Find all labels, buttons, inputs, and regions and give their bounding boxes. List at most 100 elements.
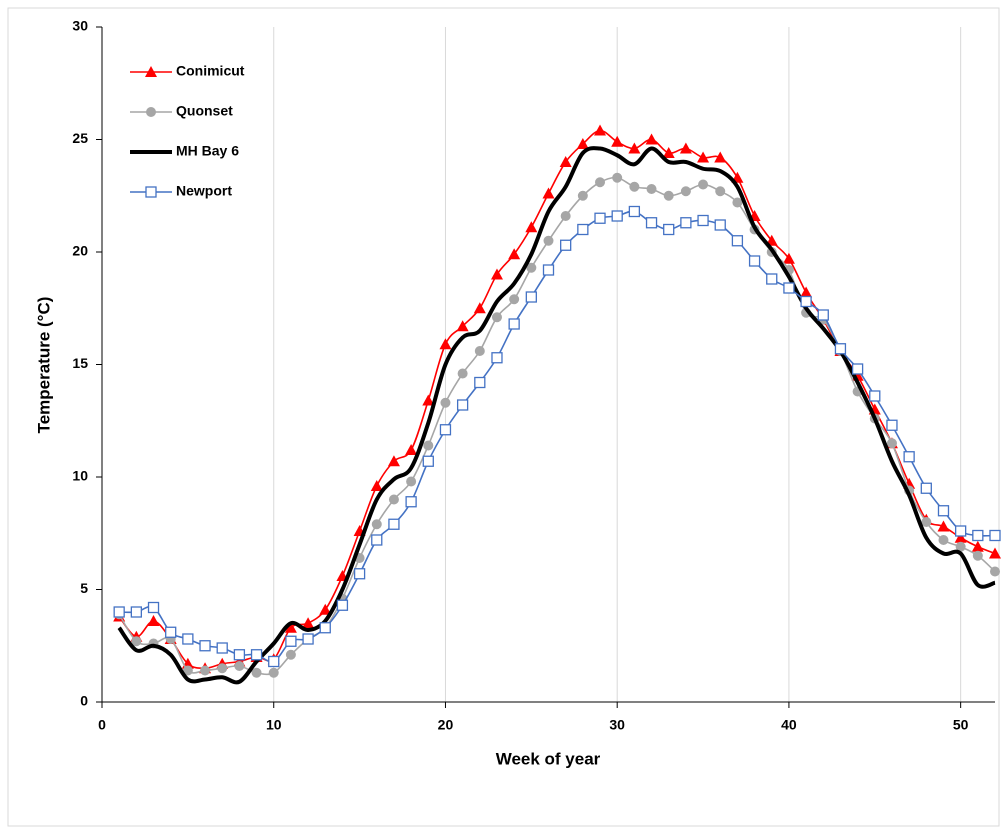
- data-point: [954, 531, 967, 543]
- data-point: [405, 444, 418, 455]
- data-point: [543, 235, 554, 246]
- x-tick-label: 30: [609, 717, 625, 733]
- data-point: [646, 184, 657, 194]
- data-point: [955, 525, 967, 537]
- data-point: [473, 302, 486, 314]
- data-point: [577, 190, 588, 201]
- data-point: [491, 352, 503, 364]
- legend-label: Quonset: [176, 103, 233, 119]
- y-tick-label: 10: [72, 468, 88, 484]
- series-line: [119, 210, 996, 663]
- data-point: [663, 190, 674, 201]
- data-point: [972, 550, 983, 561]
- data-point: [612, 172, 623, 183]
- y-tick-label: 25: [72, 130, 88, 146]
- data-point: [319, 603, 332, 615]
- data-point: [542, 187, 555, 199]
- data-point: [233, 649, 246, 661]
- data-point: [886, 438, 897, 449]
- data-point: [405, 496, 417, 508]
- data-point: [302, 617, 315, 629]
- data-point: [302, 633, 314, 645]
- x-tick-label: 0: [98, 717, 106, 733]
- data-point: [319, 622, 331, 634]
- legend-label: Conimicut: [176, 63, 245, 79]
- data-point: [662, 147, 675, 158]
- data-point: [748, 255, 761, 267]
- data-point: [594, 212, 606, 224]
- data-point: [920, 482, 932, 494]
- data-point: [147, 615, 160, 626]
- data-point: [611, 210, 623, 222]
- data-point: [285, 635, 297, 647]
- legend-marker: [145, 186, 157, 198]
- data-point: [113, 606, 125, 618]
- series-line: [117, 146, 996, 685]
- data-point: [817, 309, 829, 321]
- data-point: [406, 476, 417, 487]
- data-point: [697, 214, 709, 227]
- data-point: [800, 295, 812, 308]
- data-point: [474, 346, 485, 356]
- x-tick-label: 20: [438, 717, 454, 733]
- x-tick-label: 50: [953, 717, 969, 733]
- data-point: [800, 286, 813, 298]
- data-point: [165, 626, 177, 638]
- data-point: [130, 606, 142, 618]
- data-point: [440, 397, 451, 408]
- data-point: [388, 494, 399, 505]
- legend-label: MH Bay 6: [176, 143, 239, 159]
- data-point: [955, 541, 966, 552]
- y-tick-label: 30: [72, 18, 88, 34]
- data-point: [611, 135, 624, 147]
- data-point: [938, 535, 949, 545]
- data-point: [285, 649, 296, 660]
- data-point: [629, 181, 640, 192]
- data-point: [388, 518, 400, 530]
- data-point: [560, 239, 572, 251]
- data-point: [628, 205, 641, 218]
- data-point: [353, 568, 366, 580]
- data-point: [732, 197, 743, 208]
- y-tick-label: 5: [80, 580, 88, 596]
- data-point: [595, 177, 606, 188]
- data-point: [234, 661, 245, 671]
- data-point: [714, 151, 727, 163]
- data-point: [714, 219, 726, 231]
- data-point: [490, 268, 503, 280]
- data-point: [731, 235, 744, 247]
- data-point: [439, 424, 452, 436]
- data-point: [542, 264, 555, 276]
- data-point: [199, 640, 211, 652]
- data-point: [851, 363, 864, 375]
- data-point: [645, 217, 658, 229]
- data-point: [456, 320, 469, 332]
- data-point: [284, 621, 297, 633]
- data-point: [971, 540, 984, 552]
- data-point: [525, 221, 538, 233]
- data-point: [526, 262, 537, 273]
- data-point: [989, 547, 1001, 559]
- data-point: [560, 211, 571, 221]
- data-point: [594, 124, 607, 136]
- data-point: [508, 248, 521, 260]
- series-line: [118, 176, 996, 676]
- data-point: [577, 223, 589, 236]
- data-point: [869, 390, 881, 402]
- data-point: [680, 217, 692, 229]
- data-point: [525, 291, 537, 303]
- data-point: [508, 318, 520, 330]
- legend-marker: [146, 107, 156, 117]
- data-point: [371, 534, 383, 546]
- data-point: [766, 273, 778, 285]
- y-axis-title: Temperature (°C): [34, 297, 53, 434]
- data-point: [679, 142, 692, 154]
- data-point: [474, 376, 486, 389]
- data-point: [576, 138, 589, 149]
- data-point: [457, 368, 468, 379]
- data-point: [782, 252, 795, 264]
- data-point: [698, 179, 709, 190]
- data-point: [903, 451, 915, 463]
- data-point: [989, 529, 1001, 542]
